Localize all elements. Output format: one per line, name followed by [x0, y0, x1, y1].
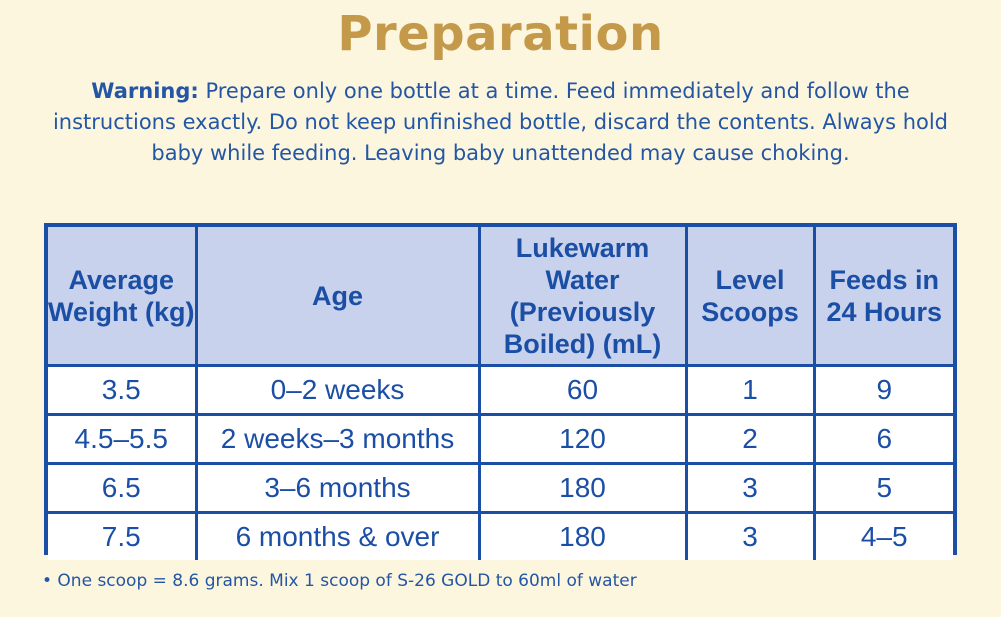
cell-weight: 4.5–5.5 — [48, 413, 198, 465]
cell-weight: 7.5 — [48, 511, 198, 560]
footnote: • One scoop = 8.6 grams. Mix 1 scoop of … — [42, 571, 637, 591]
table-row: 3.5 0–2 weeks 60 1 9 — [48, 364, 953, 416]
cell-weight: 6.5 — [48, 462, 198, 514]
preparation-table-frame: Average Weight (kg) Age Lukewarm Water (… — [44, 223, 957, 560]
cell-age: 3–6 months — [194, 462, 481, 514]
page-title: Preparation — [337, 6, 664, 62]
header-lukewarm-water: Lukewarm Water (Previously Boiled) (mL) — [477, 227, 688, 367]
header-level-scoops: Level Scoops — [684, 227, 816, 367]
cell-water: 180 — [477, 462, 688, 514]
header-age: Age — [194, 227, 481, 367]
table-header-row: Average Weight (kg) Age Lukewarm Water (… — [48, 227, 953, 367]
cell-water: 120 — [477, 413, 688, 465]
cell-scoops: 3 — [684, 462, 816, 514]
preparation-table: Average Weight (kg) Age Lukewarm Water (… — [48, 227, 953, 560]
cell-feeds: 5 — [812, 462, 953, 514]
header-average-weight: Average Weight (kg) — [48, 227, 198, 367]
warning-paragraph: Warning: Prepare only one bottle at a ti… — [40, 76, 961, 169]
cell-scoops: 1 — [684, 364, 816, 416]
cell-water: 180 — [477, 511, 688, 560]
cell-feeds: 4–5 — [812, 511, 953, 560]
cell-feeds: 6 — [812, 413, 953, 465]
cell-feeds: 9 — [812, 364, 953, 416]
warning-label: Warning: — [91, 79, 199, 103]
warning-text: Prepare only one bottle at a time. Feed … — [52, 79, 949, 165]
cell-water: 60 — [477, 364, 688, 416]
cell-age: 0–2 weeks — [194, 364, 481, 416]
cell-age: 6 months & over — [194, 511, 481, 560]
table-row: 4.5–5.5 2 weeks–3 months 120 2 6 — [48, 413, 953, 465]
cell-age: 2 weeks–3 months — [194, 413, 481, 465]
table-row: 6.5 3–6 months 180 3 5 — [48, 462, 953, 514]
cell-scoops: 2 — [684, 413, 816, 465]
header-feeds-in-24-hours: Feeds in 24 Hours — [812, 227, 953, 367]
cell-scoops: 3 — [684, 511, 816, 560]
table-row: 7.5 6 months & over 180 3 4–5 — [48, 511, 953, 560]
cell-weight: 3.5 — [48, 364, 198, 416]
